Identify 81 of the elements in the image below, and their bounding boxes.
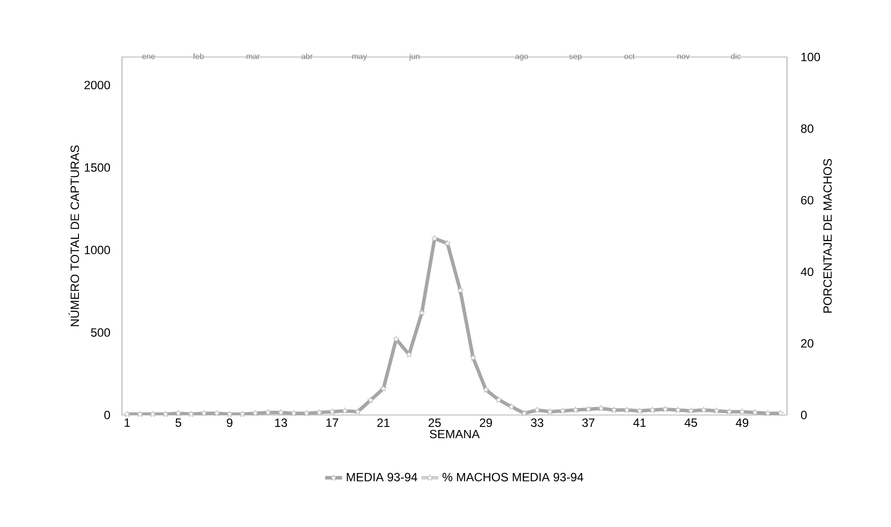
point: [559, 407, 566, 414]
y2-tick-label: 0: [801, 410, 807, 420]
x-tick-label: 9: [226, 418, 232, 427]
x-tick-label: 21: [377, 418, 390, 427]
y2-tick-label: 60: [801, 196, 814, 204]
point: [303, 410, 310, 416]
point: [674, 406, 682, 413]
point: [508, 403, 515, 410]
point: [624, 406, 630, 413]
y-tick-label: 500: [91, 328, 110, 337]
point: [342, 407, 348, 414]
y2-tick-label: 20: [801, 339, 814, 348]
legend-label: % MACHOS MEDIA 93-94: [442, 472, 584, 482]
point: [200, 410, 208, 416]
y2-axis-title: PORCENTAJE DE MACHOS: [823, 158, 832, 313]
point: [418, 309, 426, 316]
point: [367, 396, 374, 403]
point: [406, 351, 412, 358]
x-tick-label: 45: [684, 418, 698, 427]
point: [585, 406, 592, 412]
point: [226, 410, 233, 418]
point: [752, 409, 758, 416]
y-tick-label: 0: [104, 410, 110, 420]
x-tick-label: 49: [736, 418, 748, 427]
x-tick-label: 5: [176, 418, 182, 427]
x-tick-label: 25: [428, 418, 441, 427]
point: [290, 410, 297, 416]
x-tick-label: 33: [530, 418, 544, 427]
y2-tick-label: 100: [801, 52, 820, 62]
point: [316, 409, 323, 416]
point: [239, 410, 246, 418]
y2-tick-label: 40: [800, 268, 814, 276]
legend-label: MEDIA 93-94: [346, 472, 418, 482]
point: [124, 410, 130, 418]
point: [636, 407, 643, 414]
point: [726, 408, 733, 415]
point: [175, 410, 182, 416]
point: [521, 410, 528, 416]
point: [662, 406, 669, 412]
point: [214, 410, 220, 416]
point: [252, 410, 259, 416]
point: [546, 408, 554, 415]
y-axis-title: NÚMERO TOTAL DE CAPTURAS: [68, 145, 80, 326]
point: [649, 406, 656, 413]
y2-tick-label: 80: [801, 124, 814, 133]
x-tick-label: 1: [124, 418, 130, 427]
point: [431, 235, 438, 242]
x-tick-label: 29: [480, 418, 492, 427]
point: [188, 410, 194, 418]
point: [149, 410, 156, 418]
point: [572, 406, 579, 413]
point: [278, 409, 284, 416]
point: [392, 336, 400, 342]
point: [777, 410, 784, 416]
point: [444, 240, 451, 246]
x-tick-label: 41: [633, 418, 646, 427]
y-tick-label: 2000: [84, 80, 110, 90]
point: [354, 408, 362, 415]
point: [764, 410, 772, 416]
point: [700, 406, 708, 413]
point: [482, 386, 490, 393]
y-tick-label: 1500: [84, 163, 110, 172]
point: [136, 410, 144, 418]
x-axis-title: SEMANA: [430, 430, 480, 438]
point: [534, 406, 540, 413]
point: [598, 404, 604, 412]
y-tick-label: 1000: [84, 246, 110, 254]
point: [713, 407, 720, 414]
point: [328, 408, 336, 415]
x-tick-label: 17: [326, 418, 338, 427]
point: [380, 385, 387, 392]
point: [495, 396, 502, 403]
x-tick-label: 37: [582, 418, 594, 427]
point: [738, 408, 746, 415]
point: [470, 354, 476, 361]
point: [610, 406, 618, 413]
point: [264, 409, 272, 416]
x-tick-label: 13: [275, 418, 288, 427]
point: [456, 287, 464, 294]
point: [688, 407, 694, 414]
point: [162, 410, 169, 418]
